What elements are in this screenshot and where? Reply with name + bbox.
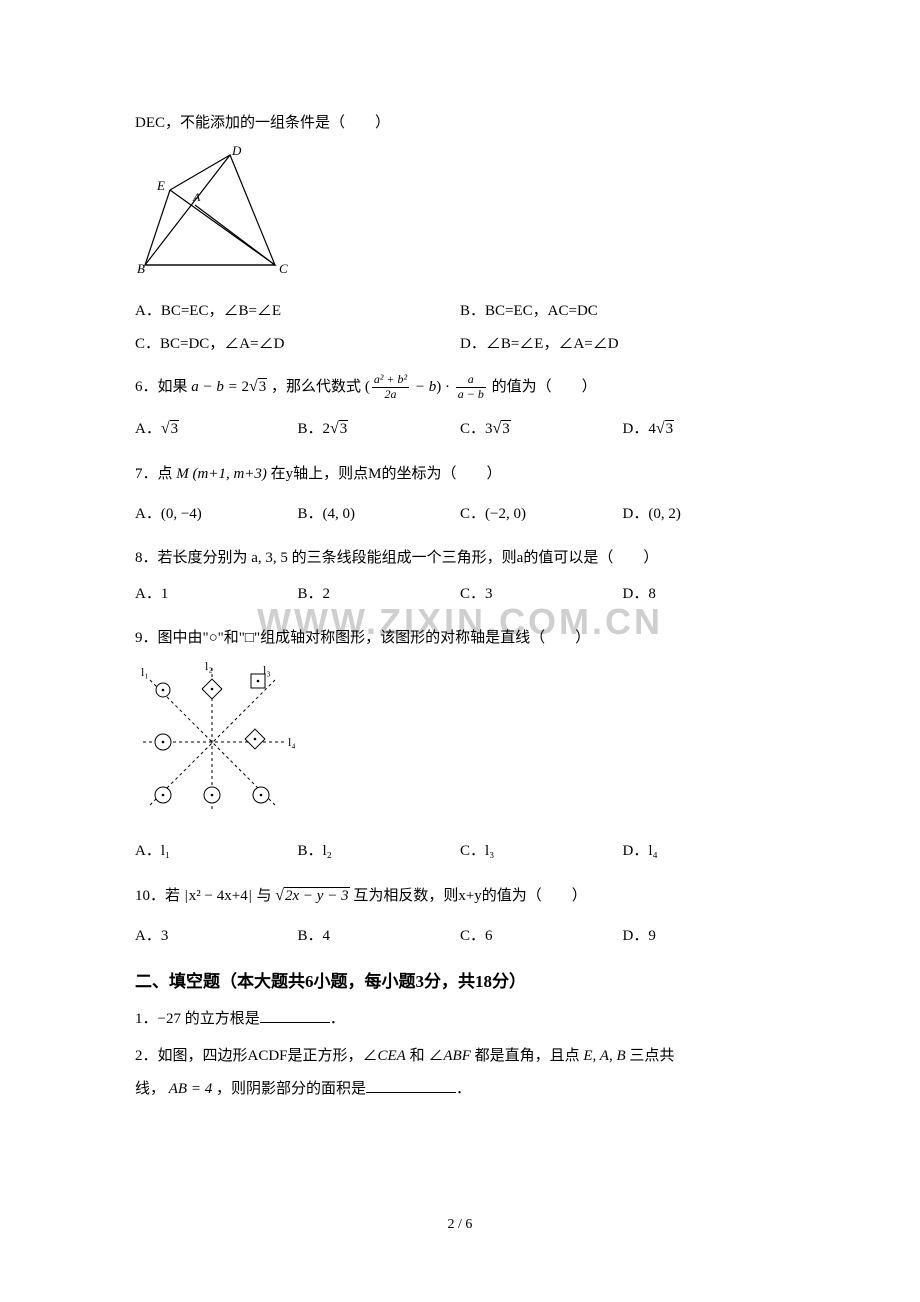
q6-optD: D．4√3 [623, 412, 786, 447]
page-content: DEC，不能添加的一组条件是（ ） B C D E A A．BC=EC，∠B=∠… [135, 110, 785, 1103]
label-A: A [192, 190, 201, 204]
q9-optC: C．l₃ [460, 835, 623, 868]
q10-options: A．3 B．4 C．6 D．9 [135, 920, 785, 953]
q10-sqrt: √2x − y − 3 [275, 888, 349, 904]
q6-text: 6．如果 a − b = 2√3 ，那么代数式 (a² + b²2a − b) … [135, 373, 785, 402]
q6-eq-lhs: a − b = [191, 379, 241, 395]
q10-abs-expr: x² − 4x+4 [189, 888, 248, 904]
q6-minus-b: − b [415, 379, 436, 395]
q9-figure: l₁ l₂ l₃ l₄ [135, 660, 785, 825]
q10-text: 10．若 |x² − 4x+4| 与 √2x − y − 3 互为相反数，则x+… [135, 882, 785, 911]
q10-optB: B．4 [298, 920, 461, 953]
q5-optC: C．BC=DC，∠A=∠D [135, 328, 460, 361]
q9-optB: B．l₂ [298, 835, 461, 868]
q5-optD: D．∠B=∠E，∠A=∠D [460, 328, 785, 361]
q5-optA: A．BC=EC，∠B=∠E [135, 295, 460, 328]
q5-options: A．BC=EC，∠B=∠E B．BC=EC，AC=DC C．BC=DC，∠A=∠… [135, 295, 785, 361]
q6-mid: ，那么代数式 [271, 379, 365, 395]
q7-options: A．(0, −4) B．(4, 0) C．(−2, 0) D．(0, 2) [135, 498, 785, 531]
q10-optA: A．3 [135, 920, 298, 953]
fill1-text: 1．−27 的立方根是． [135, 1006, 785, 1033]
q5-trailing-text: DEC，不能添加的一组条件是（ ） [135, 110, 785, 137]
blank-1 [260, 1009, 330, 1023]
q6-frac2: aa − b [456, 373, 486, 402]
label-B: B [137, 261, 145, 275]
q9-label-l4: l₄ [288, 735, 296, 749]
q7-text: 7．点 M (m+1, m+3) 在y轴上，则点M的坐标为（ ） [135, 461, 785, 488]
q8-text: 8．若长度分别为 a, 3, 5 的三条线段能组成一个三角形，则a的值可以是（ … [135, 545, 785, 572]
q9-label-l2: l₂ [205, 660, 213, 673]
q8-optC: C．3 [460, 578, 623, 611]
q6-eq-rhs-sqrt: √3 [249, 379, 267, 395]
q6-eq-rhs-coef: 2 [242, 379, 250, 395]
q8-options: A．1 B．2 C．3 D．8 [135, 578, 785, 611]
fill2-line2: 线， AB = 4 ，则阴影部分的面积是． [135, 1076, 785, 1103]
q7-optA: A．(0, −4) [135, 498, 298, 531]
q6-prefix: 6．如果 [135, 379, 191, 395]
q7-M-expr: M (m+1, m+3) [176, 466, 267, 482]
q7-optD: D．(0, 2) [623, 498, 786, 531]
label-D: D [231, 145, 242, 158]
q9-options: A．l₁ B．l₂ C．l₃ D．l₄ [135, 835, 785, 868]
q8-optA: A．1 [135, 578, 298, 611]
q7-optB: B．(4, 0) [298, 498, 461, 531]
q5-optB: B．BC=EC，AC=DC [460, 295, 785, 328]
q8-optD: D．8 [623, 578, 786, 611]
q6-optC: C．3√3 [460, 412, 623, 447]
q10-optD: D．9 [623, 920, 786, 953]
label-C: C [279, 261, 288, 275]
q6-frac1: a² + b²2a [372, 373, 409, 402]
q9-label-l1: l₁ [141, 665, 149, 679]
q6-options: A．√3 B．2√3 C．3√3 D．4√3 [135, 412, 785, 447]
label-E: E [156, 178, 165, 193]
q6-suffix: 的值为（ ） [492, 379, 597, 395]
q9-optD: D．l₄ [623, 835, 786, 868]
q6-dot: · [441, 379, 454, 395]
blank-2 [366, 1079, 456, 1093]
q6-optB: B．2√3 [298, 412, 461, 447]
q7-optC: C．(−2, 0) [460, 498, 623, 531]
q9-optA: A．l₁ [135, 835, 298, 868]
q5-figure: B C D E A [135, 145, 785, 285]
q6-optA: A．√3 [135, 412, 298, 447]
q10-optC: C．6 [460, 920, 623, 953]
q9-text: 9．图中由"○"和"□"组成轴对称图形，该图形的对称轴是直线（ ） [135, 625, 785, 652]
fill2-line1: 2．如图，四边形ACDF是正方形，∠CEA 和 ∠ABF 都是直角，且点 E, … [135, 1043, 785, 1070]
page-number: 2 / 6 [0, 1212, 920, 1237]
section2-heading: 二、填空题（本大题共6小题，每小题3分，共18分） [135, 967, 785, 998]
q8-optB: B．2 [298, 578, 461, 611]
